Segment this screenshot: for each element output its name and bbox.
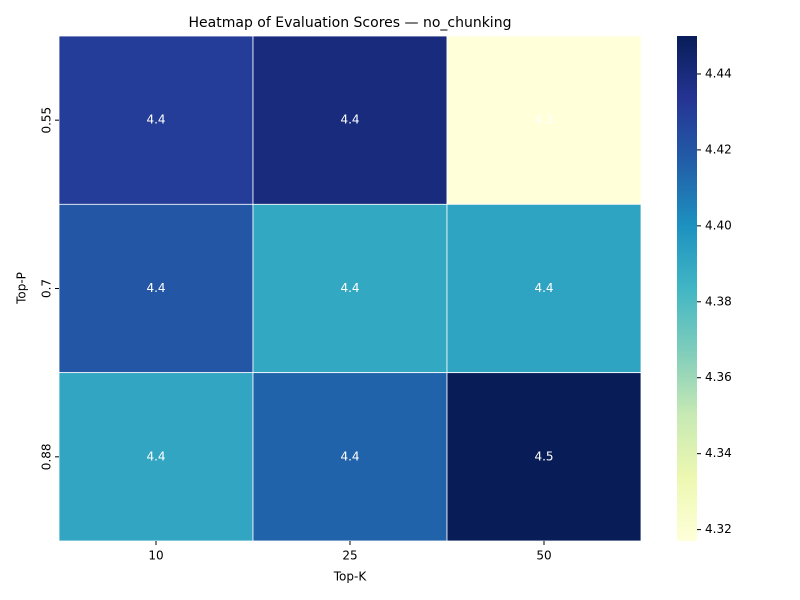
heatmap-cell [58,372,254,542]
cell-label: 4.4 [340,449,359,463]
x-axis-label: Top-K [333,570,368,584]
colorbar-tick-label: 4.34 [705,446,732,460]
x-tick-label: 50 [536,549,551,563]
cell-label: 4.5 [534,449,553,463]
cell-label: 4.3 [534,113,553,127]
x-tick-label: 25 [342,549,357,563]
x-tick-label: 10 [148,549,163,563]
y-axis-label: Top-P [15,272,29,305]
heatmap-cell [252,35,448,205]
cell-label: 4.4 [340,281,359,295]
y-tick-label: 0.7 [40,279,54,298]
heatmap-cell [446,203,642,374]
heatmap-cell [252,372,448,542]
colorbar-tick-label: 4.44 [705,66,732,80]
colorbar [677,36,697,541]
colorbar-tick-label: 4.42 [705,142,732,156]
cell-label: 4.4 [146,449,165,463]
cell-label: 4.4 [146,281,165,295]
y-tick-label: 0.88 [40,443,54,470]
cell-label: 4.4 [340,113,359,127]
colorbar-tick-label: 4.38 [705,294,732,308]
colorbar-tick-label: 4.32 [705,522,732,536]
cell-label: 4.4 [146,113,165,127]
chart-title: Heatmap of Evaluation Scores — no_chunki… [189,15,512,31]
heatmap-cell [58,35,254,205]
y-tick-label: 0.55 [40,107,54,134]
heatmap-cell [252,203,448,374]
heatmap-cell [446,35,642,205]
colorbar-tick-label: 4.40 [705,218,732,232]
cell-label: 4.4 [534,281,553,295]
heatmap-cell [58,203,254,374]
colorbar-tick-label: 4.36 [705,370,732,384]
